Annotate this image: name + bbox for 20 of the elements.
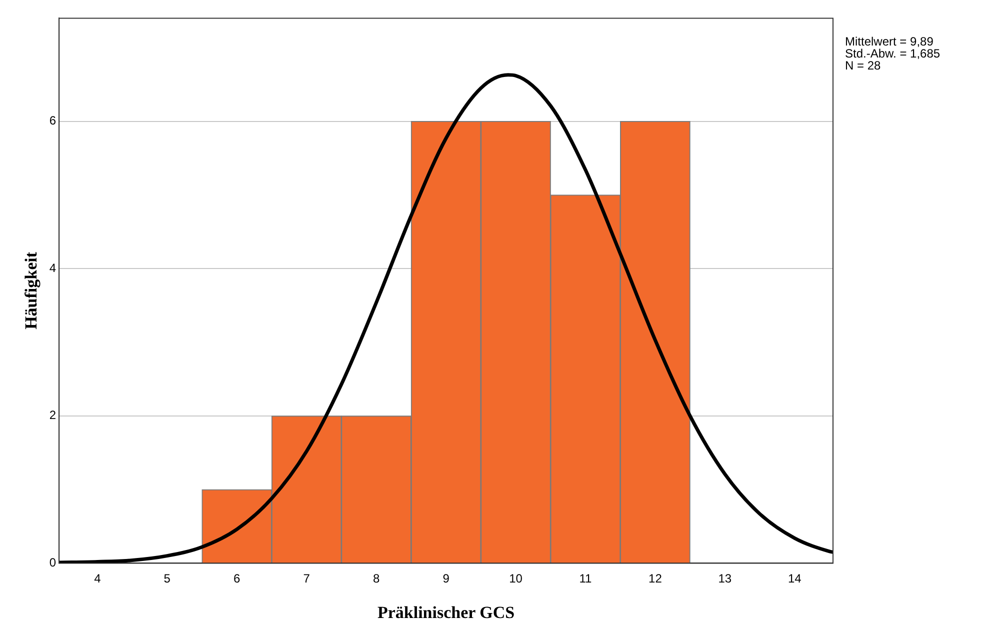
x-tick-label: 10 <box>509 572 523 586</box>
x-tick-label: 4 <box>94 572 102 586</box>
x-tick-label: 8 <box>372 572 380 586</box>
x-tick-label: 5 <box>164 572 171 586</box>
x-tick-label: 12 <box>648 572 662 586</box>
y-tick-label: 0 <box>49 556 56 570</box>
y-tick-label: 4 <box>49 260 56 275</box>
x-tick-label: 13 <box>718 572 732 586</box>
y-tick-label: 2 <box>49 408 56 422</box>
x-tick-label: 9 <box>442 572 450 586</box>
x-axis-title: Präklinischer GCS <box>377 603 515 622</box>
x-tick-label: 14 <box>788 572 802 586</box>
x-tick-label: 6 <box>234 572 241 586</box>
text: Mittelwert = 9,89 <box>845 34 934 48</box>
y-axis-title: Häufigkeit <box>22 252 41 330</box>
text: N = 28 <box>845 58 882 72</box>
x-tick-label: 11 <box>579 572 592 586</box>
y-tick-label: 6 <box>49 114 56 128</box>
text: Std.-Abw. = 1,685 <box>845 46 940 60</box>
x-tick-label: 7 <box>303 572 310 586</box>
